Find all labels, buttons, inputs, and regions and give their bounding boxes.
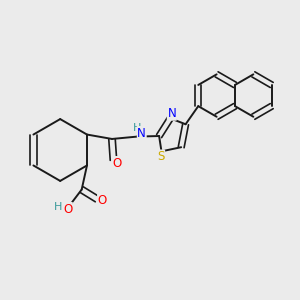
Text: O: O [113, 157, 122, 169]
Text: S: S [157, 150, 165, 163]
Text: N: N [137, 127, 146, 140]
Text: O: O [98, 194, 107, 207]
Text: H: H [54, 202, 62, 212]
Text: H: H [133, 123, 141, 133]
Text: N: N [167, 107, 176, 120]
Text: O: O [63, 202, 72, 215]
